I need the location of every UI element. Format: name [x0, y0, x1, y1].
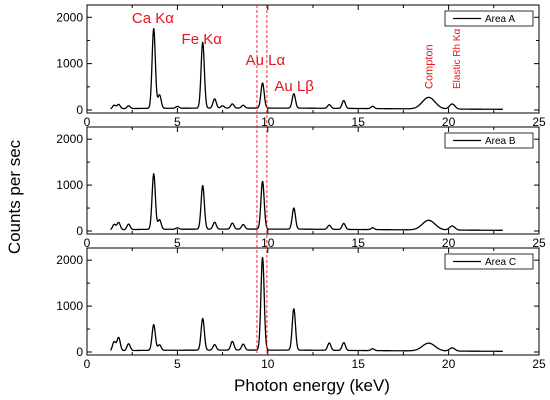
x-tick-label: 10	[261, 236, 275, 250]
x-tick-label: 15	[352, 236, 366, 250]
x-tick-label: 20	[442, 236, 456, 250]
x-tick-label: 20	[442, 115, 456, 129]
y-tick-label: 1000	[56, 57, 83, 71]
x-axis-title: Photon energy (keV)	[234, 376, 390, 395]
y-tick-label: 1000	[56, 299, 83, 313]
spectrum-line-2	[110, 173, 504, 231]
y-tick-label: 2000	[56, 132, 83, 146]
legend-label: Area B	[485, 136, 516, 147]
legend-box	[444, 132, 534, 149]
y-tick-label: 2000	[56, 253, 83, 267]
annotation-label: Compton	[424, 44, 436, 89]
y-tick-label: 0	[76, 224, 83, 238]
y-tick-label: 0	[76, 345, 83, 359]
x-tick-label: 25	[532, 115, 546, 129]
x-tick-label: 15	[352, 357, 366, 371]
x-tick-label: 25	[532, 357, 546, 371]
x-tick-label: 25	[532, 236, 546, 250]
annotation-label: Ca Kα	[132, 10, 174, 27]
legend-box	[444, 253, 534, 270]
spectrum-line-3	[109, 256, 504, 352]
x-tick-label: 0	[84, 357, 91, 371]
x-tick-label: 20	[442, 357, 456, 371]
x-tick-label: 10	[261, 115, 275, 129]
annotation-label: Fe Kα	[182, 31, 223, 48]
x-tick-label: 5	[174, 357, 181, 371]
spectrum-line-1	[110, 27, 504, 110]
annotation-label: Au Lβ	[274, 78, 314, 95]
annotation-label: Elastic Rh Kα	[452, 29, 463, 89]
x-tick-label: 0	[84, 236, 91, 250]
y-tick-label: 1000	[56, 178, 83, 192]
y-axis-title: Counts per sec	[5, 139, 24, 254]
legend-label: Area A	[485, 14, 515, 25]
x-tick-label: 0	[84, 115, 91, 129]
panel-3: 0 5 10 15 20 25 0 1000 2000 Area C	[56, 247, 546, 371]
panel-2: 0 5 10 15 20 25 0 1000 2000 Area B	[56, 126, 546, 250]
y-tick-label: 0	[76, 103, 83, 117]
y-tick-label: 2000	[56, 10, 83, 24]
x-tick-label: 5	[174, 236, 181, 250]
x-tick-label: 10	[261, 357, 275, 371]
panel-1: 0 5 10 15 20 25 0 1000 2000 Area A	[56, 4, 546, 129]
x-tick-label: 5	[174, 115, 181, 129]
legend-box	[444, 10, 534, 27]
x-tick-label: 15	[352, 115, 366, 129]
legend-label: Area C	[485, 257, 516, 268]
annotation-label: Au Lα	[246, 52, 286, 69]
